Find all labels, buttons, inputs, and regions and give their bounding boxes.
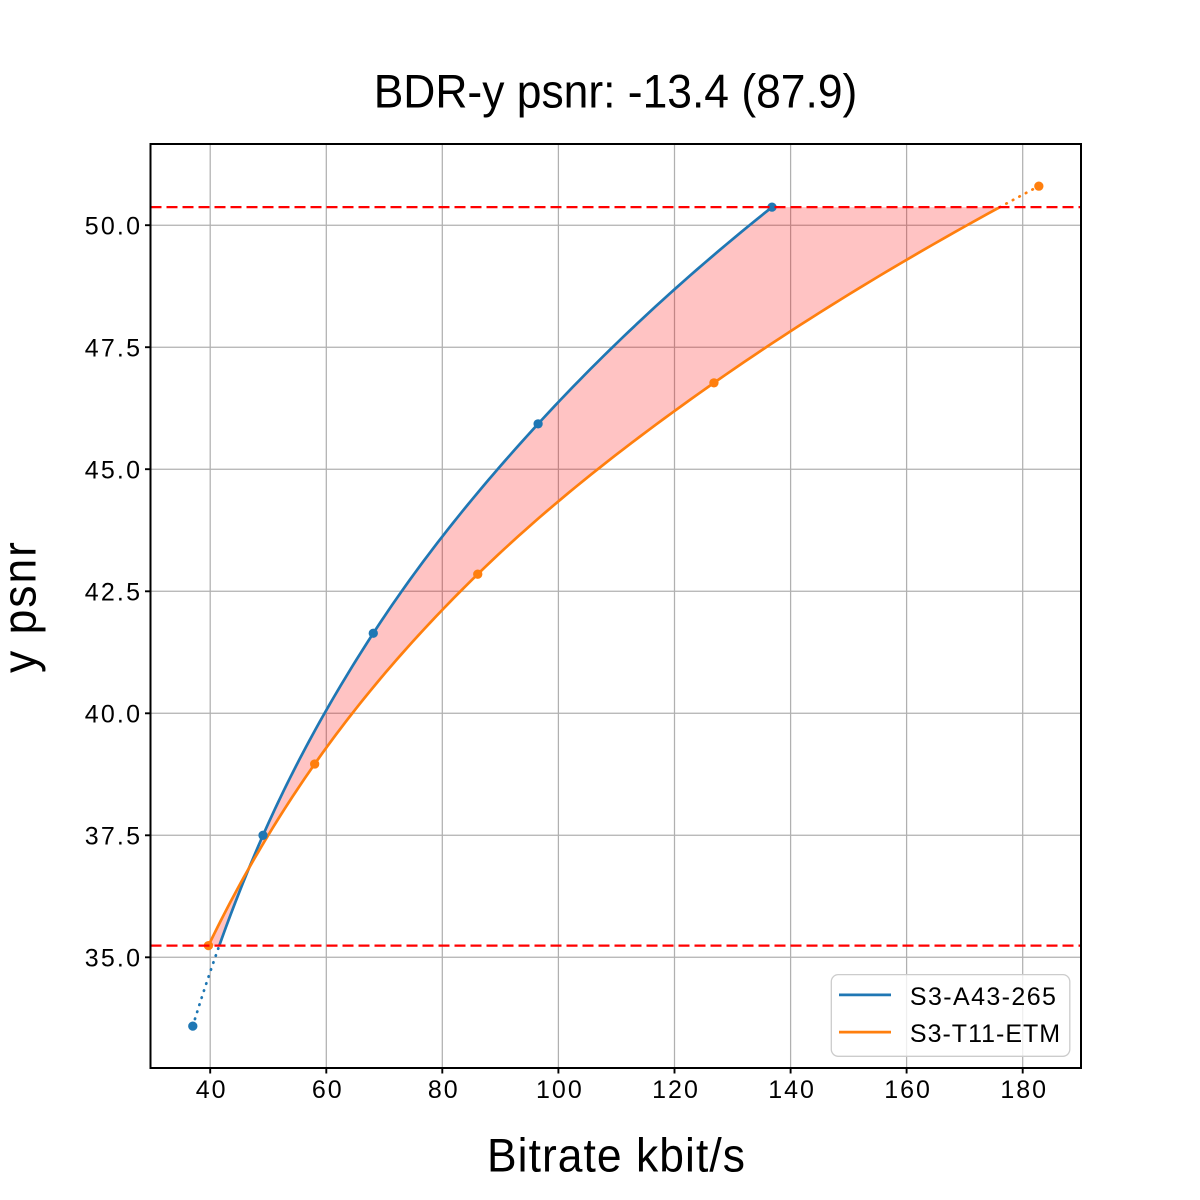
svg-text:45.0: 45.0 xyxy=(85,457,142,485)
svg-text:S3-T11-ETM: S3-T11-ETM xyxy=(910,1020,1061,1048)
svg-text:y psnr: y psnr xyxy=(0,540,46,673)
svg-text:40: 40 xyxy=(196,1076,228,1104)
svg-text:42.5: 42.5 xyxy=(85,579,142,607)
svg-text:60: 60 xyxy=(312,1076,344,1104)
svg-text:140: 140 xyxy=(768,1076,816,1104)
svg-text:BDR-y psnr: -13.4 (87.9): BDR-y psnr: -13.4 (87.9) xyxy=(374,65,858,117)
svg-text:S3-A43-265: S3-A43-265 xyxy=(910,983,1057,1011)
svg-text:50.0: 50.0 xyxy=(85,213,142,241)
svg-text:47.5: 47.5 xyxy=(85,335,142,363)
svg-text:37.5: 37.5 xyxy=(85,823,142,851)
svg-text:Bitrate kbit/s: Bitrate kbit/s xyxy=(487,1129,746,1181)
svg-text:80: 80 xyxy=(428,1076,460,1104)
svg-text:100: 100 xyxy=(536,1076,584,1104)
svg-text:120: 120 xyxy=(652,1076,700,1104)
svg-text:160: 160 xyxy=(884,1076,932,1104)
svg-text:35.0: 35.0 xyxy=(85,945,142,973)
svg-text:180: 180 xyxy=(1000,1076,1048,1104)
svg-text:40.0: 40.0 xyxy=(85,701,142,729)
